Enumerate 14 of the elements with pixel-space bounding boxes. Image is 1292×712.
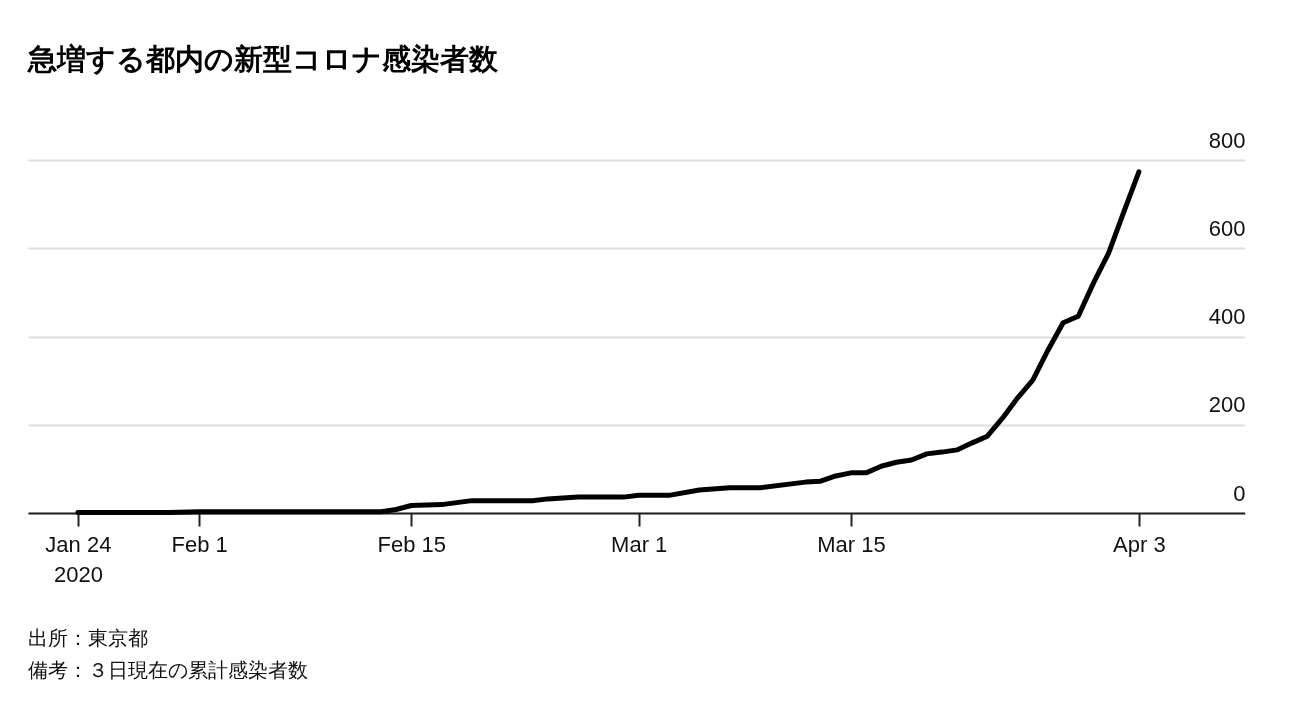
y-tick-label: 400: [1208, 304, 1246, 329]
y-tick-label: 0: [1233, 480, 1246, 506]
x-tick-label: Feb 1: [171, 531, 228, 557]
chart-title: 急増する都内の新型コロナ感染者数: [28, 42, 498, 77]
text: 出所：東京都: [28, 626, 149, 651]
y-tick-label: 600: [1208, 215, 1246, 241]
x-tick-label: Apr 3: [1113, 531, 1166, 557]
x-tick-label: Mar 15: [817, 531, 886, 557]
y-tick-label: 800: [1208, 127, 1246, 153]
y-tick-label: 200: [1208, 392, 1246, 418]
x-tick-label: Jan 24 2020: [45, 531, 112, 587]
x-tick-label: Feb 15: [377, 531, 447, 557]
text: 備考：３日現在の累計感染者数: [28, 658, 308, 683]
x-tick-label: Mar 1: [611, 531, 668, 557]
